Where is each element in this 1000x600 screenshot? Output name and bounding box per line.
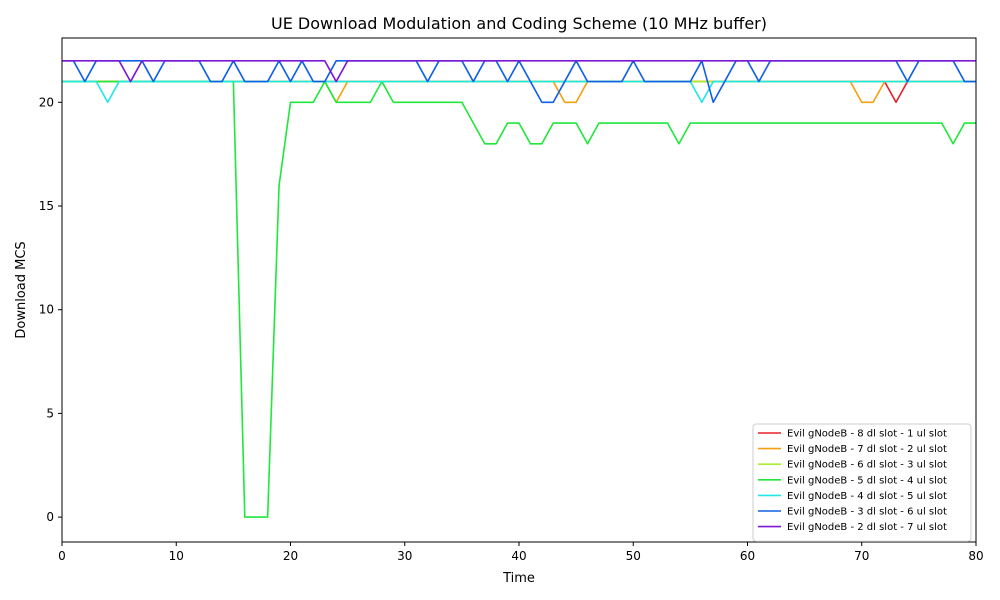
- legend: Evil gNodeB - 8 dl slot - 1 ul slot Evil …: [752, 423, 972, 542]
- x-axis-label: Time: [502, 571, 535, 586]
- series-line-4: [62, 80, 976, 518]
- series-line-7: [62, 60, 976, 83]
- x-tick-label-3: 30: [397, 549, 412, 563]
- y-axis: 0 5 10 15 20: [39, 95, 62, 524]
- x-tick-label-7: 70: [854, 549, 869, 563]
- y-tick-label-3: 15: [39, 199, 54, 213]
- legend-entry-4: Evil gNodeB - 5 dl slot - 4 ul slot: [787, 475, 947, 486]
- series-line-1: [62, 80, 976, 104]
- legend-box: [752, 423, 972, 542]
- series-line-5: [62, 80, 976, 104]
- x-tick-label-5: 50: [626, 549, 641, 563]
- x-tick-label-4: 40: [511, 549, 526, 563]
- x-tick-label-0: 0: [58, 549, 66, 563]
- legend-entry-2: Evil gNodeB - 7 dl slot - 2 ul slot: [787, 444, 947, 455]
- legend-entry-6: Evil gNodeB - 3 dl slot - 6 ul slot: [787, 507, 947, 518]
- legend-entry-1: Evil gNodeB - 8 dl slot - 1 ul slot: [787, 429, 947, 440]
- y-tick-label-4: 20: [39, 95, 54, 109]
- series-line-2: [62, 80, 976, 104]
- x-tick-label-6: 60: [740, 549, 755, 563]
- legend-entry-5: Evil gNodeB - 4 dl slot - 5 ul slot: [787, 491, 947, 502]
- legend-entry-7: Evil gNodeB - 2 dl slot - 7 ul slot: [787, 522, 947, 533]
- chart-title: UE Download Modulation and Coding Scheme…: [271, 14, 767, 33]
- y-tick-label-2: 10: [39, 303, 54, 317]
- x-tick-label-2: 20: [283, 549, 298, 563]
- y-tick-label-0: 0: [46, 510, 54, 524]
- x-tick-label-1: 10: [169, 549, 184, 563]
- y-tick-label-1: 5: [46, 406, 54, 420]
- legend-entry-3: Evil gNodeB - 6 dl slot - 3 ul slot: [787, 460, 947, 471]
- x-axis: 0 10 20 30 40 50 60 70 80: [58, 542, 984, 563]
- x-tick-label-8: 80: [968, 549, 983, 563]
- series-layer: [62, 60, 976, 518]
- y-axis-label: Download MCS: [14, 241, 29, 338]
